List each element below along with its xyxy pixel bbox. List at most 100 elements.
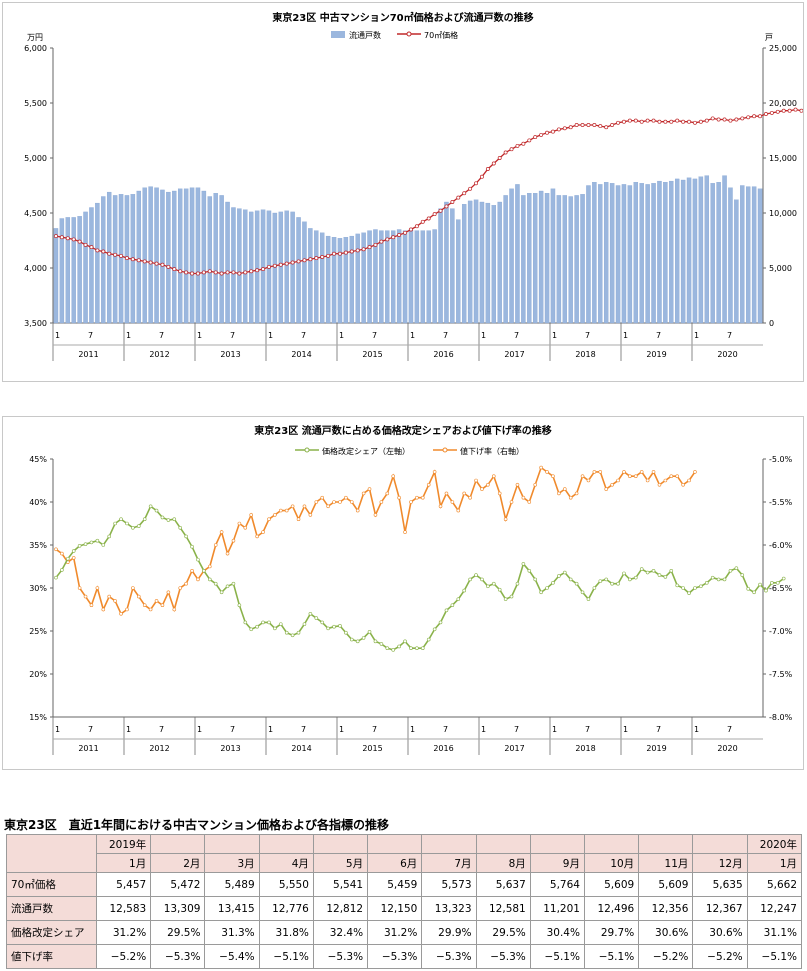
share-point xyxy=(225,584,230,589)
price-point xyxy=(610,123,615,127)
share-point xyxy=(699,584,703,589)
x-month-tick-label: 7 xyxy=(230,725,235,734)
price-point xyxy=(474,181,478,186)
share-point xyxy=(190,544,194,549)
table-cell: −5.2% xyxy=(638,944,694,969)
price-point xyxy=(568,125,573,130)
bar-stock-count xyxy=(272,212,278,324)
share-point xyxy=(592,586,597,590)
table-cell: −5.3% xyxy=(150,944,206,969)
share-point xyxy=(740,573,745,577)
rate-point xyxy=(681,483,685,487)
x-month-tick-label: 7 xyxy=(514,725,519,734)
x-year-label: 2020 xyxy=(717,350,737,359)
x-month-tick-label: 7 xyxy=(727,725,732,734)
x-month-tick-label: 1 xyxy=(410,725,415,734)
x-month-tick-label: 1 xyxy=(55,331,60,340)
legend-bar-label: 流通戸数 xyxy=(349,30,381,40)
bar-stock-count xyxy=(396,229,402,324)
price-point xyxy=(148,260,153,265)
table-cell: 29.7% xyxy=(583,920,640,945)
table-cell: 12,776 xyxy=(258,896,314,921)
bar-stock-count xyxy=(716,182,721,324)
bar-stock-count xyxy=(657,180,662,324)
bar-stock-count xyxy=(479,201,485,324)
rate-point xyxy=(219,530,224,534)
rate-point xyxy=(178,586,183,590)
price-point xyxy=(59,235,64,240)
bar-stock-count xyxy=(71,217,76,324)
share-rate-chart: 東京23区 流通戸数に占める価格改定シェアおよび値下げ率の推移価格改定シェア（左… xyxy=(29,424,793,755)
share-point xyxy=(716,577,721,582)
x-month-tick-label: 7 xyxy=(585,725,590,734)
share-point xyxy=(503,597,508,601)
table-cell: 31.8% xyxy=(258,920,314,945)
price-point xyxy=(722,117,727,122)
row-label: 価格改定シェア xyxy=(6,920,97,945)
x-month-tick-label: 1 xyxy=(410,331,415,340)
share-point xyxy=(113,521,117,526)
share-point xyxy=(775,581,780,585)
x-year-label: 2013 xyxy=(220,744,240,753)
price-point xyxy=(586,123,591,127)
rate-point xyxy=(367,487,372,491)
rate-point xyxy=(533,483,538,487)
month-header-cell: 8月 xyxy=(475,853,531,873)
x-month-tick-label: 1 xyxy=(197,725,202,734)
rate-point xyxy=(213,543,218,547)
bar-stock-count xyxy=(148,186,153,324)
x-month-tick-label: 7 xyxy=(372,725,377,734)
month-header-cell: 6月 xyxy=(367,853,423,873)
share-point xyxy=(178,526,183,530)
bar-stock-count xyxy=(314,230,319,324)
price-point xyxy=(420,219,425,224)
rate-point xyxy=(60,551,64,556)
share-point xyxy=(770,581,774,585)
bar-stock-count xyxy=(361,232,366,324)
rate-point xyxy=(190,569,194,573)
share-point xyxy=(764,588,768,593)
table-cell: 12,583 xyxy=(95,896,152,921)
bar-stock-count xyxy=(379,230,384,324)
bar-stock-count xyxy=(420,230,426,324)
y-right-tick-label: -6.0% xyxy=(769,541,793,550)
price-point xyxy=(675,118,680,123)
price-point xyxy=(651,118,656,123)
share-point xyxy=(669,569,674,573)
x-month-tick-label: 1 xyxy=(552,725,557,734)
bar-stock-count xyxy=(183,188,189,324)
bar-stock-count xyxy=(704,175,710,324)
y-left-tick-label: 6,000 xyxy=(24,44,47,53)
bar-stock-count xyxy=(106,191,112,324)
rate-point xyxy=(237,521,242,526)
price-point xyxy=(746,115,751,120)
rate-point xyxy=(604,487,609,491)
y-left-tick-label: 20% xyxy=(29,670,47,679)
month-header-cell: 11月 xyxy=(638,853,694,873)
share-point xyxy=(456,597,461,601)
rate-point xyxy=(539,465,543,470)
y-right-tick-label: -6.5% xyxy=(769,584,793,593)
price-point xyxy=(361,247,366,252)
share-point xyxy=(450,603,455,607)
price-point xyxy=(503,150,508,155)
table-cell: 29.5% xyxy=(150,920,206,945)
rate-point xyxy=(95,586,100,590)
price-point xyxy=(385,237,390,242)
price-point xyxy=(704,118,709,123)
bar-stock-count xyxy=(686,177,692,324)
month-header-cell: 2月 xyxy=(150,853,206,873)
rate-point xyxy=(651,470,656,474)
price-point xyxy=(645,118,650,123)
rate-point xyxy=(131,586,135,590)
table-cell: 29.5% xyxy=(475,920,531,945)
share-point xyxy=(633,575,638,580)
rate-point xyxy=(480,487,484,491)
x-month-tick-label: 7 xyxy=(656,725,661,734)
share-point xyxy=(77,544,82,548)
price-point xyxy=(769,110,774,115)
table-cell: −5.1% xyxy=(583,944,640,969)
price-point xyxy=(799,108,804,113)
price-stock-chart-panel: 東京23区 中古マンション70㎡価格および流通戸数の推移 万円 戸 流通戸数 70㎡価格… xyxy=(2,2,807,382)
share-point xyxy=(213,581,218,586)
